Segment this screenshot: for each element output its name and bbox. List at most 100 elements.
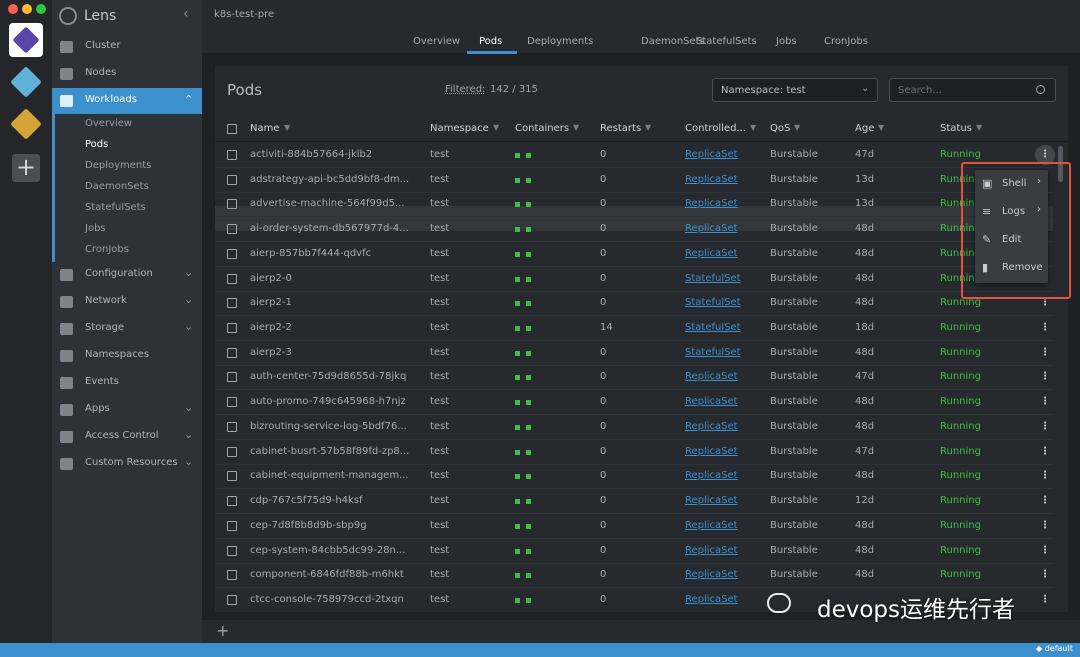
sidebar-item[interactable]: Nodes [85, 67, 117, 78]
cluster-icon[interactable] [10, 66, 42, 98]
controlled-by[interactable]: StatefulSet [685, 272, 741, 284]
row-menu-button[interactable]: ⋮ [1040, 495, 1050, 507]
row-checkbox[interactable] [227, 520, 237, 531]
column-header[interactable]: Containers [515, 123, 570, 134]
row-checkbox[interactable] [227, 347, 237, 358]
controlled-by[interactable]: StatefulSet [685, 297, 741, 309]
menu-item[interactable]: ▮ Remove [975, 254, 1048, 282]
sidebar-item[interactable]: Network [85, 295, 127, 306]
controlled-by[interactable]: ReplicaSet [685, 519, 738, 531]
row-menu-button[interactable]: ⋮ [1040, 322, 1050, 334]
row-checkbox[interactable] [227, 496, 237, 507]
column-header[interactable]: Age [855, 123, 875, 134]
row-menu-button[interactable]: ⋮ [1040, 593, 1050, 605]
controlled-by[interactable]: StatefulSet [685, 322, 741, 334]
select-all-checkbox[interactable] [227, 124, 237, 134]
controlled-by[interactable]: ReplicaSet [685, 445, 738, 457]
row-checkbox[interactable] [227, 298, 237, 309]
controlled-by[interactable]: ReplicaSet [685, 173, 738, 185]
controlled-by[interactable]: ReplicaSet [685, 149, 738, 160]
row-menu-button[interactable]: ⋮ [1040, 396, 1050, 408]
sidebar-item[interactable]: Workloads [85, 94, 137, 105]
row-checkbox[interactable] [227, 273, 237, 284]
row-menu-button[interactable]: ⋮ [1040, 420, 1050, 432]
menu-item[interactable]: ≡ Logs › [975, 198, 1048, 226]
cluster-icon[interactable] [10, 108, 42, 140]
controlled-by[interactable]: ReplicaSet [685, 396, 738, 408]
row-menu-button[interactable]: ⋮ [1035, 145, 1055, 165]
row-checkbox[interactable] [227, 199, 237, 210]
sidebar-item[interactable]: Cluster [85, 40, 121, 51]
row-checkbox[interactable] [227, 150, 237, 160]
tab[interactable]: Jobs [776, 36, 797, 47]
sidebar-item[interactable]: Access Control [85, 430, 159, 441]
tab[interactable]: Pods [479, 36, 503, 47]
tab[interactable]: Overview [413, 36, 461, 47]
sidebar-item[interactable]: Namespaces [85, 349, 150, 360]
tab[interactable]: StatefulSets [696, 36, 757, 47]
scrollbar[interactable] [1058, 146, 1063, 182]
controlled-by[interactable]: ReplicaSet [685, 495, 738, 507]
controlled-by[interactable]: ReplicaSet [685, 247, 738, 259]
row-checkbox[interactable] [227, 248, 237, 259]
menu-item[interactable]: ✎ Edit [975, 226, 1048, 254]
row-checkbox[interactable] [227, 570, 237, 581]
controlled-by[interactable]: ReplicaSet [685, 371, 738, 383]
new-terminal-button[interactable]: + [216, 621, 230, 640]
row-checkbox[interactable] [227, 397, 237, 408]
sidebar-item[interactable]: Events [85, 376, 119, 387]
collapse-button[interactable]: ‹ [183, 6, 189, 22]
row-menu-button[interactable]: ⋮ [1040, 371, 1050, 383]
controlled-by[interactable]: ReplicaSet [685, 544, 738, 556]
sidebar-item[interactable]: Configuration [85, 268, 153, 279]
close-button[interactable] [8, 4, 18, 14]
row-menu-button[interactable]: ⋮ [1040, 445, 1050, 457]
column-header[interactable]: Restarts [600, 123, 642, 134]
row-checkbox[interactable] [227, 545, 237, 556]
sidebar-subitem[interactable]: StatefulSets [85, 202, 146, 213]
minimize-button[interactable] [22, 4, 32, 14]
search-input[interactable]: Search... [889, 78, 1056, 102]
row-checkbox[interactable] [227, 594, 237, 605]
row-checkbox[interactable] [227, 174, 237, 185]
controlled-by[interactable]: ReplicaSet [685, 569, 738, 581]
row-checkbox[interactable] [227, 446, 237, 457]
sidebar-item[interactable]: Apps [85, 403, 110, 414]
sidebar-subitem[interactable]: Pods [85, 139, 109, 150]
sidebar-subitem[interactable]: DaemonSets [85, 181, 149, 192]
tab[interactable]: DaemonSets [641, 36, 705, 47]
tab[interactable]: Deployments [527, 36, 594, 47]
sidebar-subitem[interactable]: Overview [85, 118, 133, 129]
column-header[interactable]: Status [940, 123, 972, 134]
controlled-by[interactable]: ReplicaSet [685, 593, 738, 605]
menu-item[interactable]: ▣ Shell › [975, 170, 1048, 198]
add-cluster-button[interactable]: + [12, 154, 40, 182]
row-menu-button[interactable]: ⋮ [1040, 297, 1050, 309]
controlled-by[interactable]: StatefulSet [685, 346, 741, 358]
controlled-by[interactable]: ReplicaSet [685, 420, 738, 432]
column-header[interactable]: Namespace [430, 123, 489, 134]
row-checkbox[interactable] [227, 421, 237, 432]
controlled-by[interactable]: ReplicaSet [685, 470, 738, 482]
row-checkbox[interactable] [227, 372, 237, 383]
row-menu-button[interactable]: ⋮ [1040, 569, 1050, 581]
namespace-select[interactable]: Namespace: test ⌄ [712, 78, 878, 102]
cluster-icon-active[interactable] [9, 23, 43, 57]
sidebar-subitem[interactable]: Jobs [85, 223, 106, 234]
row-menu-button[interactable]: ⋮ [1040, 544, 1050, 556]
column-header[interactable]: Controlled... [685, 123, 746, 134]
tab[interactable]: CronJobs [824, 36, 868, 47]
row-checkbox[interactable] [227, 471, 237, 482]
column-header[interactable]: QoS [770, 123, 791, 134]
sidebar-item[interactable]: Storage [85, 322, 125, 333]
row-checkbox[interactable] [227, 224, 237, 235]
sidebar-subitem[interactable]: CronJobs [85, 244, 129, 255]
row-menu-button[interactable]: ⋮ [1040, 346, 1050, 358]
row-menu-button[interactable]: ⋮ [1040, 519, 1050, 531]
row-menu-button[interactable]: ⋮ [1040, 470, 1050, 482]
column-header[interactable]: Name [250, 123, 280, 134]
sidebar-subitem[interactable]: Deployments [85, 160, 152, 171]
controlled-by[interactable]: ReplicaSet [685, 198, 738, 210]
zoom-button[interactable] [36, 4, 46, 14]
controlled-by[interactable]: ReplicaSet [685, 223, 738, 235]
